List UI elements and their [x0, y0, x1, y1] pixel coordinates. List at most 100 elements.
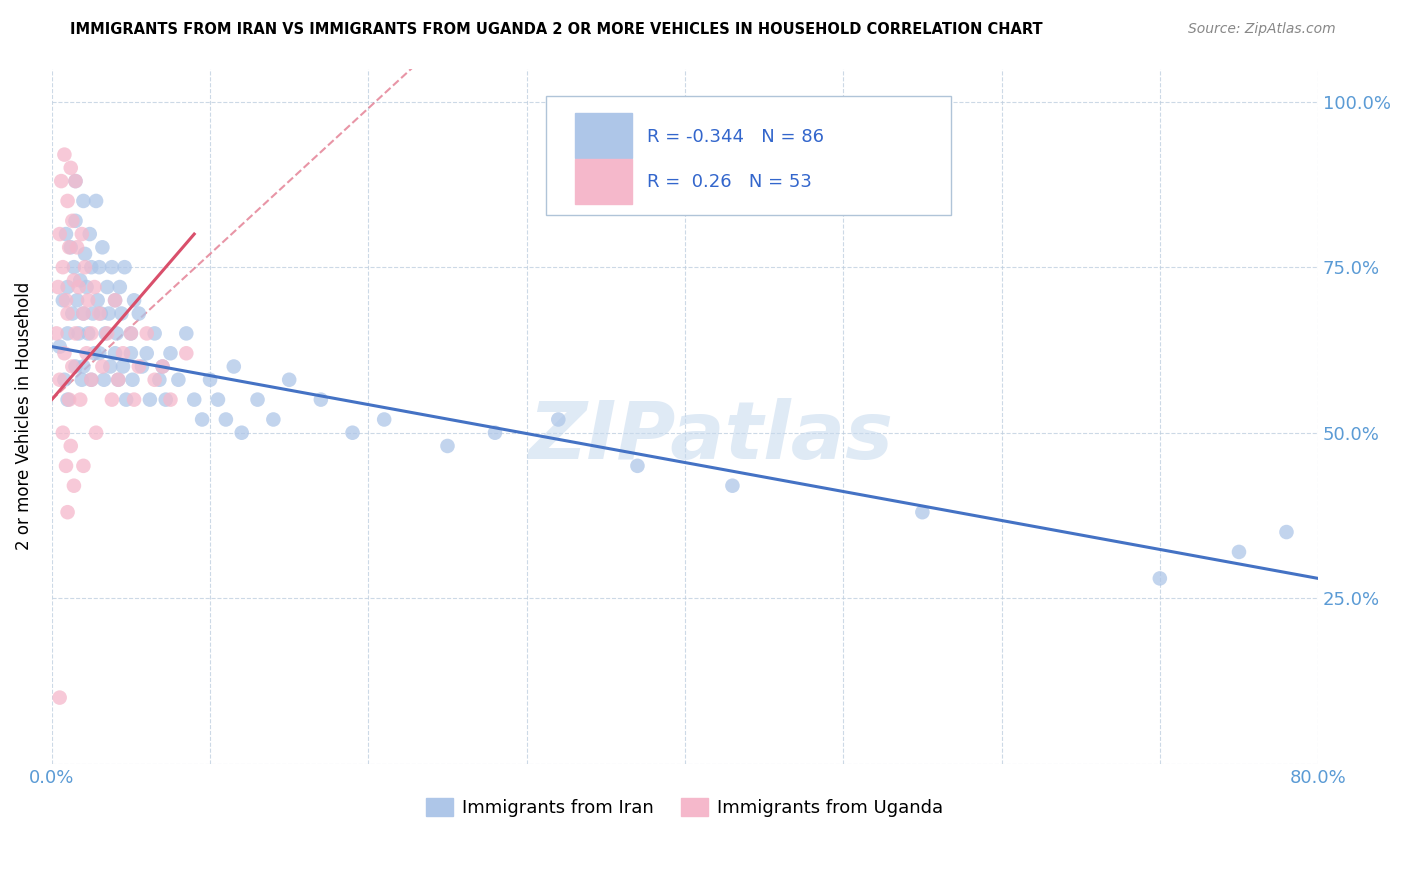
- Point: [48, 340, 70, 354]
- Point: [1227, 545, 1250, 559]
- Point: [152, 359, 174, 374]
- Point: [73, 247, 96, 261]
- Point: [72, 306, 94, 320]
- Point: [89, 260, 111, 275]
- Point: [72, 359, 94, 374]
- Point: [121, 373, 143, 387]
- Point: [48, 227, 70, 241]
- Point: [721, 479, 744, 493]
- Point: [342, 425, 364, 440]
- Point: [56, 392, 79, 407]
- Point: [222, 359, 245, 374]
- Point: [97, 306, 120, 320]
- Point: [59, 161, 82, 175]
- Point: [48, 373, 70, 387]
- Point: [278, 373, 301, 387]
- FancyBboxPatch shape: [575, 159, 631, 204]
- Point: [911, 505, 934, 519]
- Y-axis label: 2 or more Vehicles in Household: 2 or more Vehicles in Household: [15, 282, 32, 550]
- Point: [105, 326, 128, 341]
- Point: [48, 690, 70, 705]
- Point: [63, 479, 86, 493]
- Point: [84, 194, 107, 208]
- Point: [84, 425, 107, 440]
- Point: [52, 260, 75, 275]
- Point: [76, 346, 98, 360]
- Point: [53, 346, 76, 360]
- Point: [60, 214, 83, 228]
- Point: [70, 373, 93, 387]
- Point: [63, 273, 86, 287]
- Point: [128, 359, 150, 374]
- Point: [104, 346, 127, 360]
- Point: [89, 346, 111, 360]
- Point: [101, 392, 124, 407]
- Point: [60, 359, 83, 374]
- Point: [55, 227, 77, 241]
- Point: [107, 373, 129, 387]
- Point: [66, 240, 89, 254]
- Point: [91, 359, 114, 374]
- Point: [96, 280, 118, 294]
- Point: [56, 280, 79, 294]
- Point: [120, 326, 142, 341]
- Point: [72, 194, 94, 208]
- Point: [143, 326, 166, 341]
- Point: [94, 326, 117, 341]
- Point: [96, 326, 118, 341]
- Point: [58, 240, 80, 254]
- Point: [484, 425, 506, 440]
- Point: [65, 359, 87, 374]
- Point: [111, 359, 134, 374]
- Point: [183, 392, 205, 407]
- Point: [52, 425, 75, 440]
- Point: [104, 293, 127, 308]
- Point: [128, 306, 150, 320]
- Point: [77, 293, 100, 308]
- Point: [53, 373, 76, 387]
- Point: [159, 392, 181, 407]
- Point: [76, 280, 98, 294]
- Point: [122, 392, 145, 407]
- Point: [51, 174, 73, 188]
- Point: [91, 240, 114, 254]
- Point: [67, 326, 90, 341]
- Point: [1275, 524, 1298, 539]
- Point: [176, 326, 198, 341]
- Point: [66, 293, 89, 308]
- Text: IMMIGRANTS FROM IRAN VS IMMIGRANTS FROM UGANDA 2 OR MORE VEHICLES IN HOUSEHOLD C: IMMIGRANTS FROM IRAN VS IMMIGRANTS FROM …: [70, 22, 1043, 37]
- Point: [120, 326, 142, 341]
- Point: [69, 392, 91, 407]
- FancyBboxPatch shape: [546, 96, 950, 215]
- Point: [65, 174, 87, 188]
- Point: [55, 293, 77, 308]
- Point: [67, 280, 90, 294]
- Point: [547, 412, 569, 426]
- Point: [309, 392, 332, 407]
- Point: [1149, 571, 1171, 585]
- Point: [80, 326, 103, 341]
- Point: [152, 359, 174, 374]
- Point: [46, 280, 69, 294]
- Point: [101, 260, 124, 275]
- Point: [231, 425, 253, 440]
- Point: [69, 273, 91, 287]
- Point: [86, 293, 108, 308]
- Point: [107, 373, 129, 387]
- Point: [89, 306, 111, 320]
- Point: [262, 412, 284, 426]
- Point: [148, 373, 170, 387]
- Point: [45, 326, 67, 341]
- Point: [626, 458, 648, 473]
- Text: R =  0.26   N = 53: R = 0.26 N = 53: [647, 173, 811, 191]
- Point: [72, 306, 94, 320]
- Point: [155, 392, 177, 407]
- Point: [167, 373, 190, 387]
- Point: [59, 240, 82, 254]
- Point: [143, 373, 166, 387]
- Point: [65, 214, 87, 228]
- Point: [139, 392, 162, 407]
- Point: [436, 439, 458, 453]
- Point: [80, 373, 103, 387]
- Point: [135, 326, 157, 341]
